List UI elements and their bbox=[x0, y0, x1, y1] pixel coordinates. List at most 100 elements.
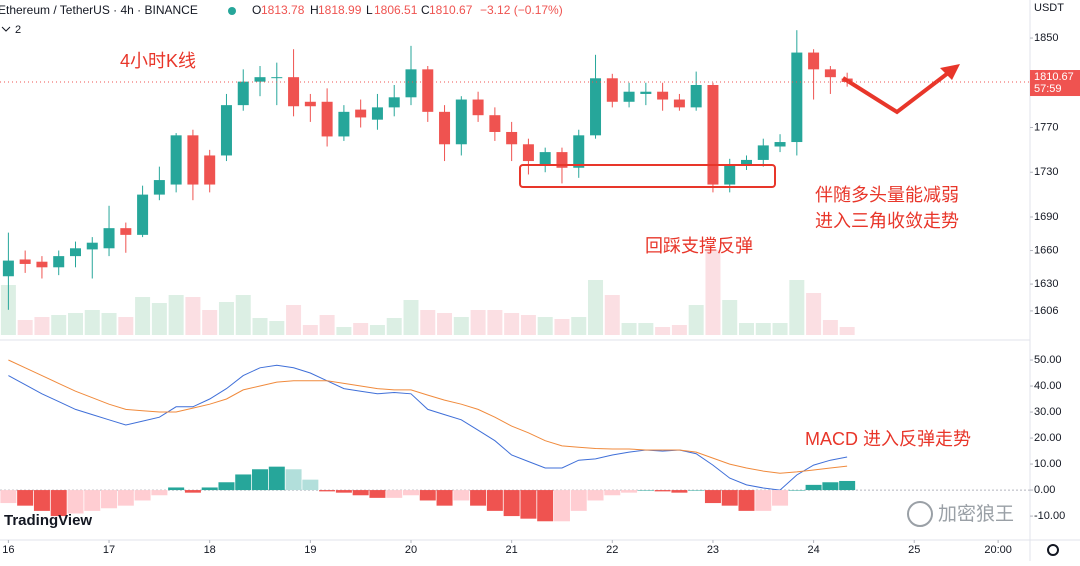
collapse-icon[interactable] bbox=[1, 26, 11, 32]
candle-body bbox=[439, 111, 451, 145]
volume-bar bbox=[504, 313, 520, 335]
histogram-bar bbox=[67, 490, 84, 514]
volume-bar bbox=[470, 310, 486, 335]
volume-bar bbox=[386, 318, 402, 335]
histogram-bar bbox=[822, 482, 839, 491]
x-tick-label: 23 bbox=[707, 544, 719, 556]
candle-body bbox=[220, 105, 232, 156]
y-tick-label: 1770 bbox=[1034, 121, 1058, 133]
histogram-bar bbox=[839, 480, 856, 491]
plot-layer bbox=[0, 30, 1030, 522]
candle-body bbox=[338, 111, 350, 137]
candle-body bbox=[103, 228, 115, 249]
histogram-bar bbox=[201, 487, 218, 491]
volume-bar bbox=[655, 327, 671, 335]
histogram-bar bbox=[704, 490, 721, 504]
indicator-count[interactable]: 2 bbox=[15, 24, 21, 36]
settings-button[interactable] bbox=[1047, 544, 1059, 556]
candle-body bbox=[590, 78, 602, 136]
candle-body bbox=[321, 101, 333, 137]
x-tick-label: 20 bbox=[405, 544, 417, 556]
candle-body bbox=[824, 69, 836, 78]
candle-body bbox=[556, 152, 568, 168]
volume-bar bbox=[403, 300, 419, 335]
candle-body bbox=[69, 248, 81, 257]
y-tick-label: 50.00 bbox=[1034, 354, 1062, 366]
volume-bar bbox=[135, 297, 151, 335]
histogram-bar bbox=[218, 482, 235, 491]
volume-bar bbox=[588, 280, 604, 335]
candle-body bbox=[19, 259, 31, 264]
price-tag-countdown: 57:59 bbox=[1034, 83, 1062, 95]
candle-body bbox=[774, 142, 786, 147]
candle-body bbox=[724, 164, 736, 185]
histogram-bar bbox=[0, 490, 17, 504]
volume-bar bbox=[453, 317, 469, 335]
candle-body bbox=[472, 99, 484, 116]
x-tick-label: 18 bbox=[204, 544, 216, 556]
histogram-bar bbox=[470, 490, 487, 506]
histogram-bar bbox=[755, 490, 772, 511]
ohlc-label: L bbox=[366, 3, 373, 17]
x-tick-label: 17 bbox=[103, 544, 115, 556]
histogram-bar bbox=[50, 490, 67, 517]
x-tick-label: 21 bbox=[506, 544, 518, 556]
ohlc-value: 1818.99 bbox=[318, 3, 362, 17]
volume-bar bbox=[806, 293, 822, 335]
histogram-bar bbox=[621, 490, 638, 493]
volume-bar bbox=[420, 310, 436, 335]
candle-body bbox=[657, 91, 669, 100]
candle-body bbox=[740, 159, 752, 165]
volume-bar bbox=[604, 295, 620, 335]
candle-body bbox=[405, 69, 417, 98]
arrow-head bbox=[940, 64, 960, 80]
volume-bar bbox=[353, 323, 369, 335]
annotation: 回踩支撑反弹 bbox=[645, 236, 753, 256]
candle-body bbox=[237, 81, 249, 106]
volume-bar bbox=[17, 320, 33, 335]
volume-bar bbox=[822, 320, 838, 335]
y-tick-label: 0.00 bbox=[1034, 484, 1055, 496]
histogram-bar bbox=[805, 484, 822, 491]
indicator-line bbox=[8, 364, 848, 491]
support-box bbox=[519, 164, 776, 188]
candle-body bbox=[539, 152, 551, 165]
histogram-bar bbox=[503, 490, 520, 517]
projection-arrow bbox=[841, 68, 954, 115]
ohlc-label: O bbox=[252, 3, 261, 17]
histogram-bar bbox=[117, 490, 134, 506]
candle-body bbox=[371, 107, 383, 120]
x-tick-label: 24 bbox=[807, 544, 819, 556]
candle-body bbox=[808, 52, 820, 70]
y-tick-label: 1850 bbox=[1034, 32, 1058, 44]
histogram-bar bbox=[637, 490, 654, 491]
volume-bar bbox=[487, 310, 503, 335]
candle-body bbox=[388, 97, 400, 108]
annotation: 进入三角收敛走势 bbox=[815, 211, 959, 231]
y-tick-label: -10.00 bbox=[1034, 510, 1065, 522]
candle-body bbox=[36, 261, 48, 268]
candle-body bbox=[2, 260, 14, 277]
volume-bar bbox=[772, 323, 788, 335]
volume-bar bbox=[286, 305, 302, 335]
currency-label: USDT bbox=[1034, 2, 1064, 14]
histogram-bar bbox=[402, 490, 419, 496]
candle-body bbox=[791, 52, 803, 143]
volume-bar bbox=[336, 327, 352, 335]
histogram-bar bbox=[17, 490, 34, 506]
ohlc-value: 1810.67 bbox=[429, 3, 473, 17]
volume-bar bbox=[688, 305, 704, 335]
watermark-icon bbox=[907, 501, 933, 527]
candle-body bbox=[522, 144, 534, 162]
volume-bar bbox=[839, 327, 855, 335]
histogram-bar bbox=[436, 490, 453, 506]
annotation: 伴随多头量能减弱 bbox=[815, 185, 959, 205]
histogram-bar bbox=[654, 490, 671, 492]
candle-body bbox=[673, 99, 685, 108]
y-tick-label: 1660 bbox=[1034, 244, 1058, 256]
y-tick-label: 1690 bbox=[1034, 211, 1058, 223]
price-tag bbox=[1030, 70, 1080, 97]
volume-bar bbox=[520, 315, 536, 335]
candle-body bbox=[422, 69, 434, 112]
